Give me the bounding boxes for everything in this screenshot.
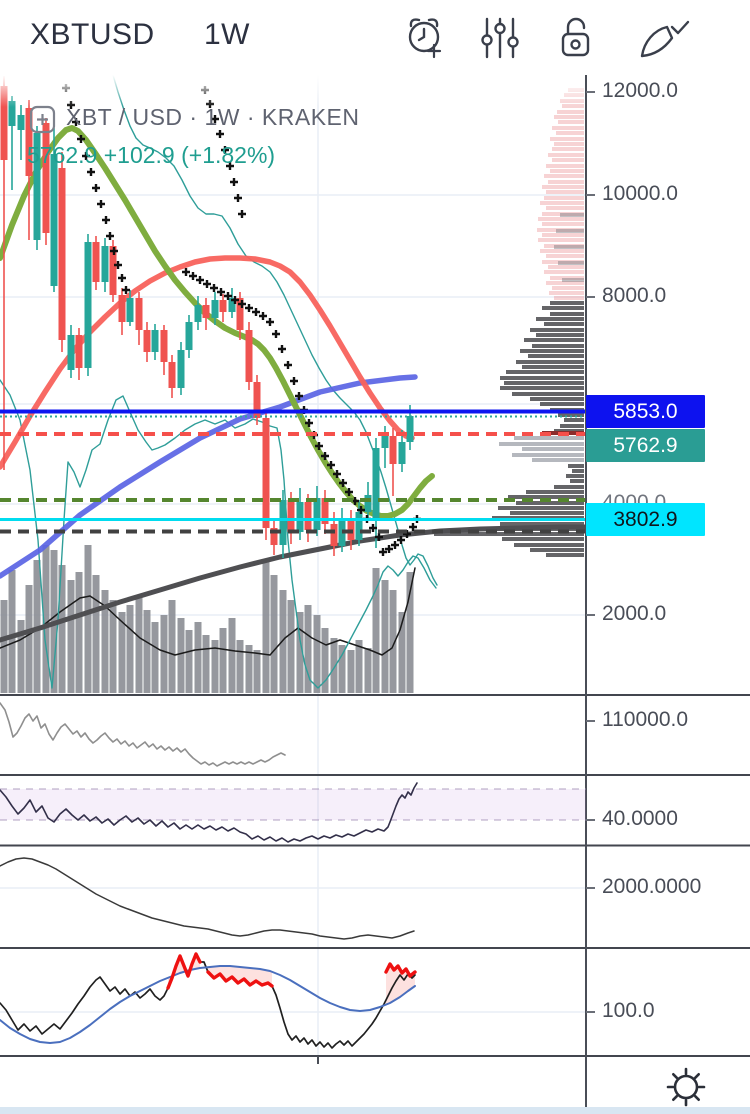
panel-axis-label: 110000.0 [602, 708, 689, 731]
interval-selector[interactable]: 1W [204, 18, 250, 51]
legend-collapse-icon[interactable] [29, 105, 56, 134]
price-badge: 5853.0 [586, 394, 705, 428]
overscroll-strip [0, 1107, 750, 1114]
price-axis-label: 10000.0 [602, 182, 678, 205]
indicators-sliders-icon[interactable] [476, 14, 524, 62]
price-axis-label: 2000.0 [602, 602, 667, 625]
price-badge: 3802.9 [586, 502, 705, 536]
theme-sun-icon[interactable] [650, 1063, 722, 1111]
drawing-brush-icon[interactable] [634, 14, 692, 62]
legend-symbol-text: XBT / USD · 1W · KRAKEN [66, 104, 360, 130]
symbol-title[interactable]: XBTUSD [30, 18, 155, 51]
panel-axis-label: 40.0000 [602, 807, 678, 830]
price-axis-label: 12000.0 [602, 79, 678, 102]
legend-quote-text: 5762.9 +102.9 (+1.82%) [27, 142, 276, 168]
unlock-icon[interactable] [551, 14, 599, 62]
panel-axis-label: 2000.0000 [602, 875, 702, 898]
top-toolbar: XBTUSD 1W [0, 0, 750, 75]
alert-clock-icon[interactable] [400, 14, 448, 62]
price-badge: 5762.9 [586, 428, 705, 462]
price-axis-label: 8000.0 [602, 284, 667, 307]
panel-axis-label: 100.0 [602, 999, 655, 1022]
